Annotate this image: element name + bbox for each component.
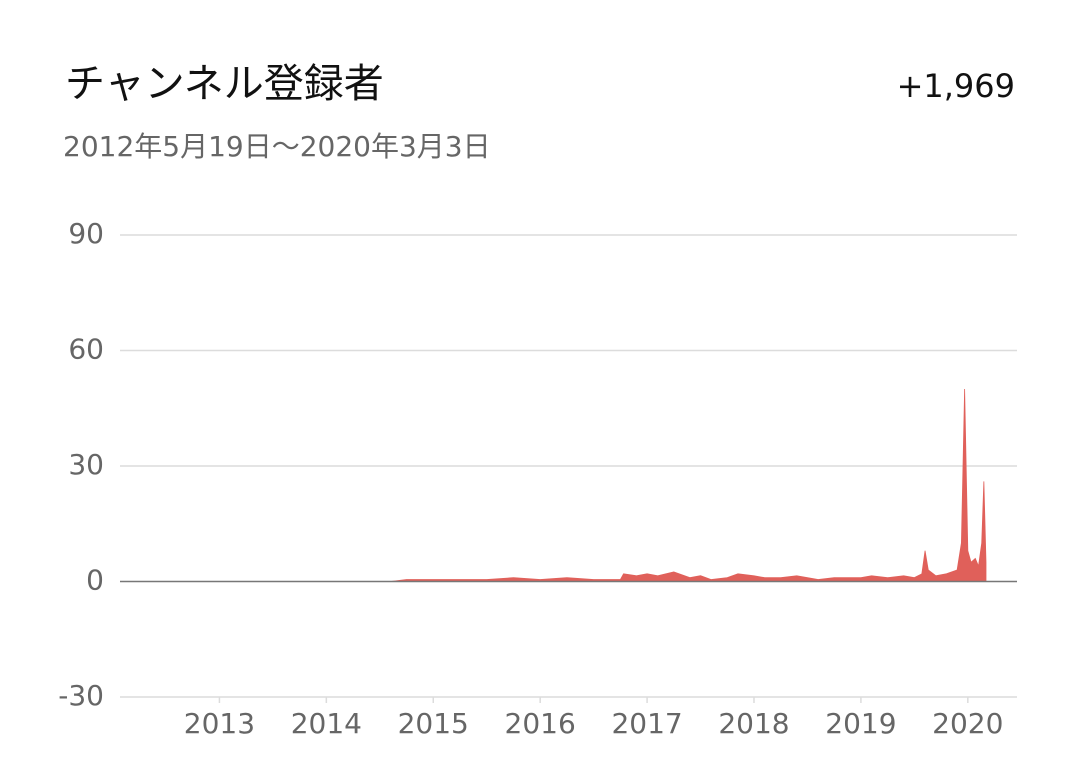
y-tick-label: 0 [86, 564, 104, 597]
area [153, 388, 987, 582]
x-tick-label: 2016 [505, 707, 576, 740]
subtitle: 2012年5月19日〜2020年3月3日 [63, 130, 491, 163]
chart-title: チャンネル登録者 [65, 61, 384, 107]
x-tick-label: 2019 [825, 707, 896, 740]
x-tick-label: 2017 [611, 707, 682, 740]
x-tick-label: 2020 [932, 707, 1003, 740]
x-tick-label: 2018 [718, 707, 789, 740]
y-tick-label: 60 [68, 333, 104, 366]
y-tick-label: 30 [68, 448, 104, 481]
y-tick-label: -30 [58, 679, 104, 712]
x-tick-label: 2015 [398, 707, 469, 740]
x-tick-label: 2014 [291, 707, 362, 740]
total: +1,969 [897, 67, 1015, 105]
y-tick-label: 90 [68, 217, 104, 250]
x-tick-label: 2013 [184, 707, 255, 740]
